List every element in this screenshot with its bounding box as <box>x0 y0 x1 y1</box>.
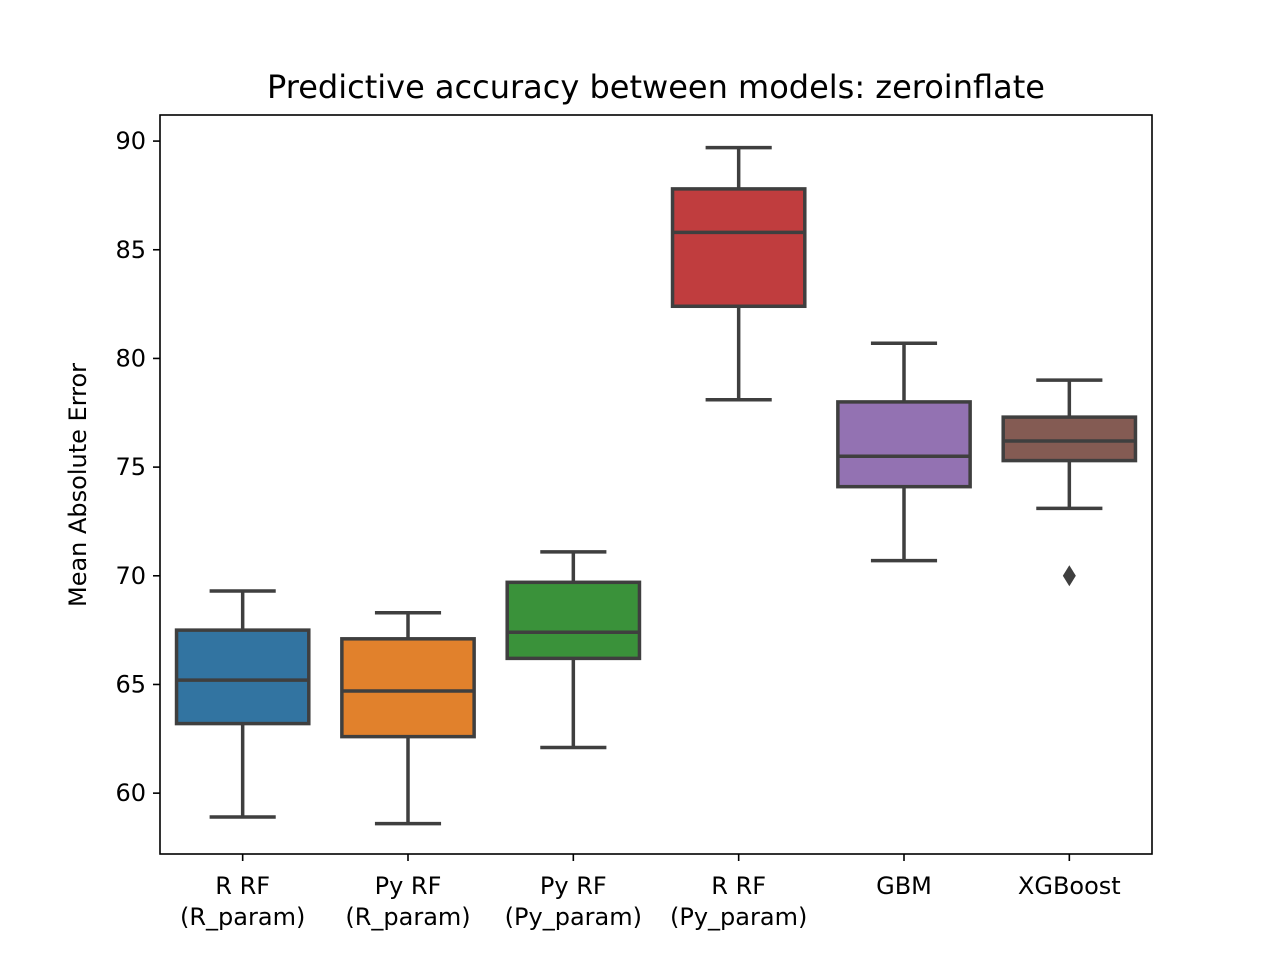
x-tick-label: R RF <box>711 872 766 900</box>
interquartile-box <box>836 400 972 489</box>
y-tick-label: 75 <box>115 453 146 481</box>
interquartile-box <box>1001 415 1138 463</box>
x-tick-label: Py RF <box>540 872 607 900</box>
x-tick-label: (R_param) <box>180 903 305 931</box>
interquartile-box <box>670 187 807 309</box>
y-axis-label: Mean Absolute Error <box>64 363 92 607</box>
box-5 <box>836 341 972 563</box>
outlier-point <box>1062 565 1076 587</box>
y-axis-ticks: 60 65 70 75 80 85 90 <box>115 127 160 807</box>
box-series <box>174 145 1138 826</box>
box-4 <box>670 145 807 402</box>
y-tick-label: 60 <box>115 779 146 807</box>
y-tick-label: 90 <box>115 127 146 155</box>
x-tick-label: GBM <box>876 872 932 900</box>
y-tick-label: 65 <box>115 670 146 698</box>
x-tick-label: R RF <box>215 872 270 900</box>
y-tick-label: 70 <box>115 562 146 590</box>
box-3 <box>505 550 642 750</box>
x-axis-ticks: R RF (R_param) Py RF (R_param) Py RF (Py_para… <box>180 854 1121 931</box>
box-1 <box>174 589 311 819</box>
x-tick-label: XGBoost <box>1018 872 1121 900</box>
y-tick-label: 80 <box>115 344 146 372</box>
x-tick-label: (Py_param) <box>505 903 642 931</box>
interquartile-box <box>174 628 311 726</box>
y-tick-label: 85 <box>115 236 146 264</box>
interquartile-box <box>340 637 476 739</box>
interquartile-box <box>505 580 642 661</box>
x-tick-label: (Py_param) <box>670 903 807 931</box>
plot-area-frame <box>159 114 1153 855</box>
box-6 <box>1001 378 1138 587</box>
chart-title: Predictive accuracy between models: zero… <box>267 68 1045 106</box>
box-2 <box>340 610 476 826</box>
x-tick-label: Py RF <box>375 872 442 900</box>
x-tick-label: (R_param) <box>345 903 470 931</box>
